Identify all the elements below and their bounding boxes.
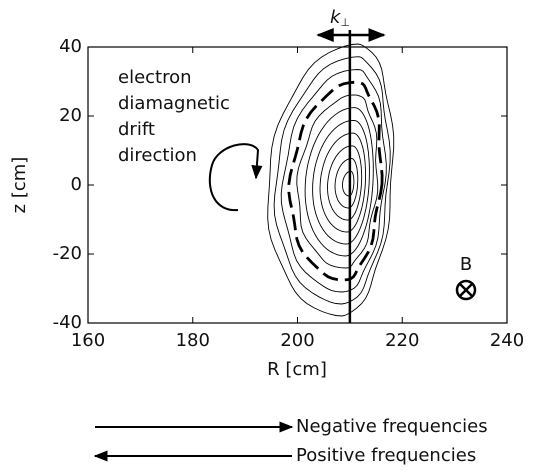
legend-label: Negative frequencies [296,416,488,437]
dashed-contour [287,80,384,282]
x-tick-label: 160 [71,330,105,351]
contour [334,158,359,209]
wave-label-k: k [330,7,342,28]
y-tick-label: 20 [59,105,82,126]
contour [267,43,395,317]
contour [327,145,363,221]
drift-label: drift [118,119,155,140]
x-axis-label: R [cm] [267,359,327,380]
y-tick-label: 40 [59,36,82,57]
wave-label-sub: ⊥ [340,16,350,29]
field-label: B [460,254,472,275]
y-tick-label: -20 [53,243,82,264]
x-tick-label: 220 [385,330,419,351]
drift-label: diamagnetic [118,93,230,114]
contour [273,56,391,305]
contour [342,170,355,197]
contour [280,69,387,293]
x-tick-label: 240 [490,330,524,351]
x-tick-label: 200 [280,330,314,351]
legend-label: Positive frequencies [296,445,476,466]
contour [312,119,370,245]
contour [296,94,379,269]
field-symbol [455,279,477,301]
contour [304,107,374,257]
plot-frame [87,46,508,324]
y-tick-label: 0 [71,174,82,195]
wave-label: k⊥ [330,7,350,29]
drift-label: direction [118,145,197,166]
contours [267,43,395,317]
drift-label: electron [118,67,192,88]
drift-arrow [208,143,263,212]
contour [319,132,366,233]
field-symbol-cross [459,283,473,297]
y-axis-label: z [cm] [9,157,30,214]
y-tick-label: -40 [53,312,82,333]
x-tick-label: 180 [176,330,210,351]
